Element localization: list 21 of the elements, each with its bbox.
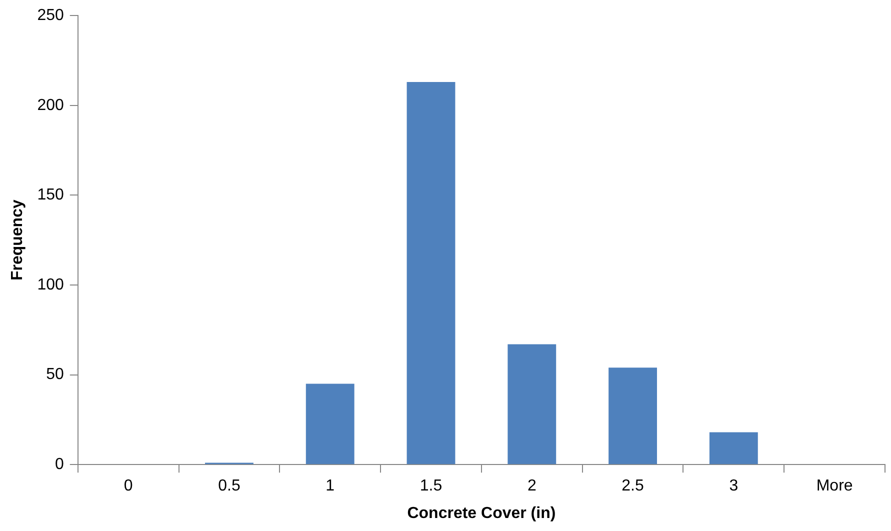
bar <box>608 368 657 464</box>
x-tick-label: 2 <box>527 478 536 495</box>
y-tick-label: 250 <box>37 7 64 24</box>
y-tick-label: 100 <box>37 276 64 294</box>
x-tick-label: 2.5 <box>622 478 644 495</box>
y-axis-title: Frequency <box>9 200 26 281</box>
bar <box>709 432 758 464</box>
bar <box>306 384 354 464</box>
x-tick-label: 1.5 <box>420 478 442 495</box>
y-tick-label: 150 <box>37 186 64 204</box>
x-tick-label: More <box>816 478 853 495</box>
y-tick-label: 200 <box>37 96 64 114</box>
x-axis-title: Concrete Cover (in) <box>407 504 556 522</box>
x-tick-label: 0 <box>124 478 133 495</box>
bar <box>406 82 456 464</box>
x-tick-label: 3 <box>729 478 738 495</box>
bar <box>508 344 556 464</box>
y-tick-label: 50 <box>46 366 64 384</box>
x-tick-label: 1 <box>326 478 335 495</box>
x-tick-label: 0.5 <box>218 478 240 495</box>
y-tick-label: 0 <box>54 456 64 474</box>
